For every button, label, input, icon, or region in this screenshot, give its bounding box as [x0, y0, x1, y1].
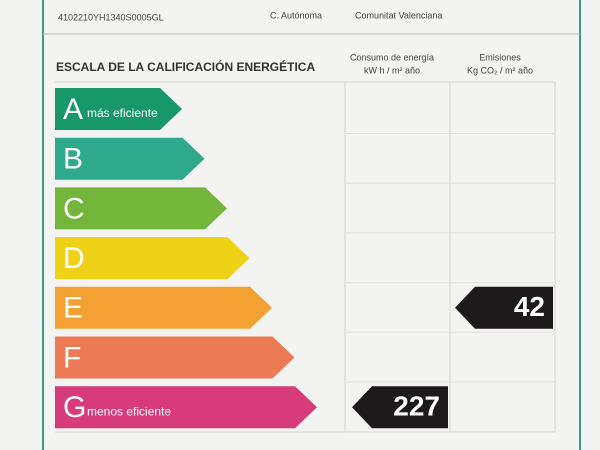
rating-arrow: [55, 386, 317, 429]
region: Comunitat Valenciana: [355, 10, 442, 20]
rating-arrow: [55, 336, 295, 379]
rating-letter: C: [63, 192, 85, 225]
rating-letter: A: [63, 93, 83, 126]
scale-title: ESCALA DE LA CALIFICACIÓN ENERGÉTICA: [56, 59, 315, 74]
rating-arrow: [55, 187, 227, 230]
column-unit: kW h / m² año: [364, 65, 420, 75]
rating-letter: E: [63, 292, 83, 325]
result-arrow: [455, 286, 553, 329]
rating-arrow: [55, 137, 205, 180]
rating-letter: G: [63, 391, 86, 424]
rating-letter: D: [63, 242, 85, 275]
rating-arrow: [55, 88, 182, 130]
rating-label: más eficiente: [87, 106, 158, 120]
rating-letter: B: [63, 143, 83, 176]
result-value: 227: [393, 391, 440, 422]
result-arrow: [352, 386, 448, 429]
rating-letter: F: [63, 341, 81, 374]
rating-arrow: [55, 237, 250, 280]
rating-arrow: [55, 286, 272, 329]
result-value: 42: [514, 291, 545, 322]
region-label: C. Autónoma: [270, 10, 322, 20]
column-unit: Kg CO₂ / m² año: [467, 65, 533, 75]
column-title: Emisiones: [479, 52, 521, 62]
rating-label: menos eficiente: [87, 404, 171, 418]
reference: 4102210YH1340S0005GL: [58, 12, 164, 22]
column-title: Consumo de energía: [350, 52, 434, 62]
